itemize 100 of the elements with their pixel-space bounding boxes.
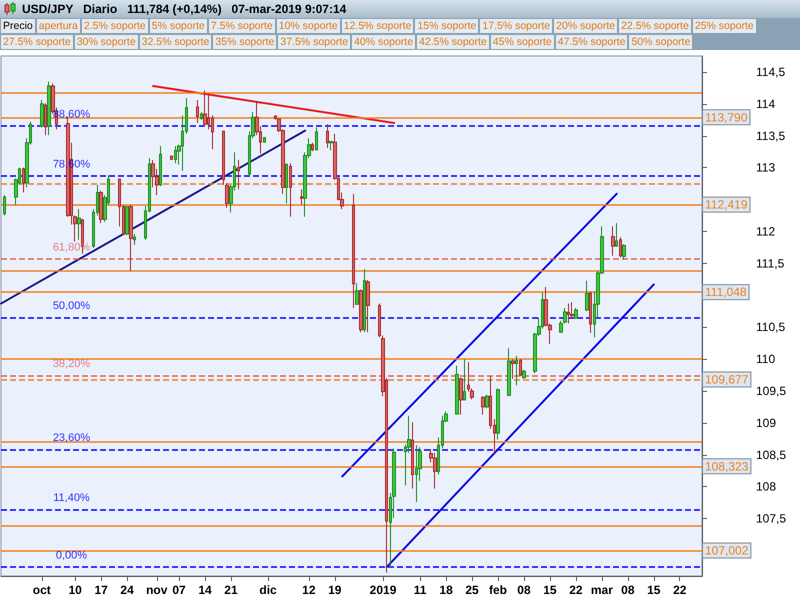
candlestick bbox=[522, 369, 526, 380]
y-tick-label: 108,5 bbox=[756, 448, 786, 462]
ref-line-label: 112,419 bbox=[705, 198, 748, 212]
candlestick bbox=[515, 355, 518, 386]
candlestick bbox=[311, 142, 314, 152]
text: 17.5% soporte bbox=[479, 18, 554, 34]
chart-title: USD/JPY Diario 111,784 (+0,14%) 07-mar-2019 9:07:14 bbox=[22, 2, 346, 16]
candlestick bbox=[289, 162, 292, 218]
text: 20% soporte bbox=[553, 18, 618, 34]
x-tick-label: 21 bbox=[224, 583, 238, 597]
text: 40% soporte bbox=[351, 34, 416, 50]
y-tick-label: 110,5 bbox=[756, 320, 786, 334]
candlestick bbox=[366, 279, 370, 333]
candlestick bbox=[622, 244, 626, 260]
candlestick bbox=[77, 208, 81, 240]
y-tick-label: 114 bbox=[756, 96, 776, 111]
x-tick-label: 2019 bbox=[370, 583, 397, 597]
candlestick bbox=[133, 234, 136, 246]
text: 2.5% soporte bbox=[80, 18, 149, 34]
text: 10% soporte bbox=[276, 18, 341, 34]
candlestick bbox=[363, 268, 366, 333]
text: 37.5% soporte bbox=[277, 34, 352, 50]
candlestick bbox=[485, 394, 489, 409]
candlestick bbox=[125, 205, 129, 236]
candlestick bbox=[237, 160, 240, 190]
y-tick-label: 112 bbox=[756, 224, 776, 238]
candlestick bbox=[585, 280, 589, 312]
candlestick bbox=[329, 140, 333, 151]
text: 50% soporte bbox=[628, 34, 694, 50]
x-tick-label: 22 bbox=[673, 583, 687, 597]
candlestick bbox=[355, 282, 359, 306]
candlestick bbox=[463, 358, 466, 402]
x-tick-label: dic bbox=[259, 583, 278, 597]
text: 5% soporte bbox=[148, 18, 208, 34]
text: 25% soporte bbox=[692, 18, 757, 34]
x-tick-label: 25 bbox=[465, 583, 480, 597]
ref-line-label: 108,323 bbox=[705, 459, 749, 474]
candlestick bbox=[326, 124, 329, 148]
x-tick-label: 08 bbox=[621, 583, 635, 597]
candlestick bbox=[570, 302, 574, 320]
candlestick bbox=[99, 190, 103, 224]
candlestick bbox=[615, 222, 618, 248]
candlestick bbox=[222, 130, 225, 186]
y-tick-label: 108 bbox=[756, 480, 776, 494]
candlestick bbox=[411, 422, 414, 490]
x-tick-label: 15 bbox=[647, 583, 661, 597]
x-tick-label: 12 bbox=[302, 583, 316, 597]
ref-line-label: 111,048 bbox=[705, 285, 747, 300]
annotation: 0,00% bbox=[56, 550, 88, 562]
candlestick bbox=[315, 126, 318, 151]
x-tick-label: 18 bbox=[439, 583, 454, 597]
y-tick-label: 111,5 bbox=[756, 256, 785, 270]
text: 35% soporte bbox=[212, 34, 278, 50]
text: 15% soporte bbox=[414, 18, 480, 34]
candlestick bbox=[611, 226, 615, 256]
candlestick bbox=[263, 136, 266, 144]
ref-line-label: 113,790 bbox=[705, 110, 748, 124]
candlestick bbox=[200, 112, 203, 120]
x-tick-label: nov bbox=[146, 583, 168, 597]
y-tick-label: 107,5 bbox=[756, 512, 786, 526]
x-tick-label: 11 bbox=[414, 583, 427, 597]
candlestick bbox=[574, 308, 578, 320]
y-tick-label: 110 bbox=[756, 352, 776, 366]
candlestick bbox=[47, 81, 51, 136]
candlestick bbox=[433, 452, 437, 490]
text: 32.5% soporte bbox=[138, 34, 212, 50]
text: 45% soporte bbox=[490, 34, 555, 50]
candlestick bbox=[285, 162, 288, 204]
candlestick bbox=[567, 303, 570, 324]
text: Precio bbox=[0, 18, 36, 34]
candlestick bbox=[174, 145, 177, 164]
candlestick bbox=[619, 236, 622, 258]
y-tick-label: 113 bbox=[756, 160, 776, 175]
y-tick-label: 113,5 bbox=[756, 128, 786, 143]
text: apertura bbox=[36, 18, 81, 34]
candlestick bbox=[203, 90, 207, 127]
text: 27.5% soporte bbox=[0, 34, 74, 50]
y-tick-label: 109 bbox=[756, 416, 776, 430]
candlestick bbox=[415, 444, 418, 502]
x-tick-label: feb bbox=[489, 583, 508, 597]
candlestick bbox=[40, 100, 44, 128]
x-tick-label: 19 bbox=[328, 583, 342, 597]
x-tick-label: 10 bbox=[68, 583, 82, 597]
y-tick-label: 114,5 bbox=[756, 64, 786, 79]
annotation: 50,00% bbox=[52, 300, 90, 312]
candlestick bbox=[170, 155, 173, 160]
text: 12.5% soporte bbox=[340, 18, 414, 34]
candlestick bbox=[225, 182, 229, 208]
x-tick-label: 22 bbox=[569, 583, 583, 597]
candlestick bbox=[507, 348, 511, 397]
candlestick bbox=[481, 396, 485, 416]
y-tick-label: 109,5 bbox=[756, 384, 786, 398]
annotation: 11,40% bbox=[53, 492, 90, 504]
candlestick bbox=[455, 364, 459, 416]
ref-line-label: 107,002 bbox=[705, 543, 749, 558]
text: 47.5% soporte bbox=[554, 34, 628, 50]
x-tick-label: 15 bbox=[543, 583, 557, 597]
x-tick-label: oct bbox=[32, 583, 51, 597]
text: 7.5% soporte bbox=[208, 18, 276, 34]
x-tick-label: 24 bbox=[120, 583, 134, 597]
